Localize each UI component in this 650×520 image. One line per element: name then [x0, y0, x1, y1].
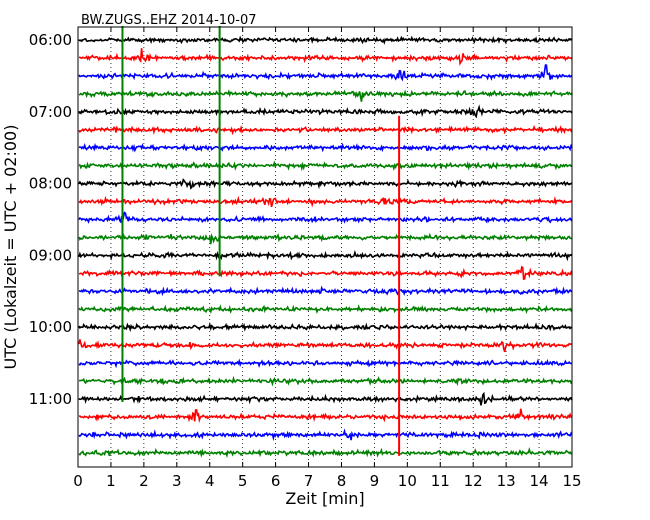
trace-1030 — [78, 358, 573, 369]
trace-0600 — [78, 35, 573, 45]
y-tick-label: 09:00 — [29, 246, 72, 264]
trace-0730 — [78, 142, 573, 153]
x-axis-ticks: 0 1 2 3 4 5 6 7 8 9 10 11 12 13 14 15 — [73, 27, 582, 490]
trace-0615 — [78, 48, 573, 66]
y-tick-label: 11:00 — [29, 390, 72, 408]
y-tick-label: 06:00 — [29, 31, 72, 49]
trace-0915 — [78, 265, 573, 280]
y-tick-label: 07:00 — [29, 103, 72, 121]
event-markers — [121, 26, 401, 456]
x-tick-label: 12 — [464, 472, 483, 490]
x-tick-label: 15 — [562, 472, 581, 490]
x-tick-label: 4 — [205, 472, 215, 490]
trace-0800 — [78, 178, 573, 190]
trace-0700 — [78, 104, 573, 119]
x-tick-label: 0 — [73, 472, 83, 490]
trace-1045 — [78, 375, 573, 387]
x-tick-label: 3 — [172, 472, 182, 490]
y-axis-ticks: 06:00 07:00 08:00 09:00 10:00 11:00 — [29, 31, 572, 408]
x-tick-label: 11 — [431, 472, 450, 490]
x-tick-label: 2 — [139, 472, 149, 490]
x-tick-label: 7 — [304, 472, 314, 490]
trace-0900 — [78, 249, 573, 262]
x-tick-label: 5 — [238, 472, 248, 490]
trace-0745 — [78, 160, 573, 172]
trace-1100 — [78, 391, 573, 406]
y-tick-label: 08:00 — [29, 175, 72, 193]
x-tick-label: 14 — [530, 472, 549, 490]
chart-title: BW.ZUGS..EHZ 2014-10-07 — [81, 13, 257, 28]
trace-0645 — [78, 89, 573, 102]
trace-1145 — [78, 446, 573, 459]
x-tick-label: 8 — [337, 472, 347, 490]
plot-frame — [77, 26, 573, 468]
trace-0930 — [78, 285, 573, 297]
x-tick-label: 6 — [271, 472, 281, 490]
trace-1015 — [78, 339, 573, 353]
trace-1115 — [78, 408, 573, 424]
trace-0815 — [78, 195, 573, 208]
y-tick-label: 10:00 — [29, 318, 72, 336]
trace-1000 — [78, 322, 573, 333]
trace-0715 — [78, 124, 573, 136]
trace-0830 — [78, 211, 573, 224]
x-tick-label: 10 — [398, 472, 417, 490]
trace-0945 — [78, 304, 573, 315]
y-axis-label: UTC (Lokalzeit = UTC + 02:00) — [1, 125, 20, 370]
x-axis-label: Zeit [min] — [285, 489, 364, 508]
x-tick-label: 1 — [106, 472, 116, 490]
x-tick-label: 13 — [497, 472, 516, 490]
x-tick-label: 9 — [370, 472, 380, 490]
trace-1130 — [78, 428, 573, 442]
vertical-grid — [110, 27, 540, 467]
trace-0845 — [78, 232, 573, 245]
trace-series — [78, 35, 573, 459]
trace-0630 — [78, 64, 573, 82]
